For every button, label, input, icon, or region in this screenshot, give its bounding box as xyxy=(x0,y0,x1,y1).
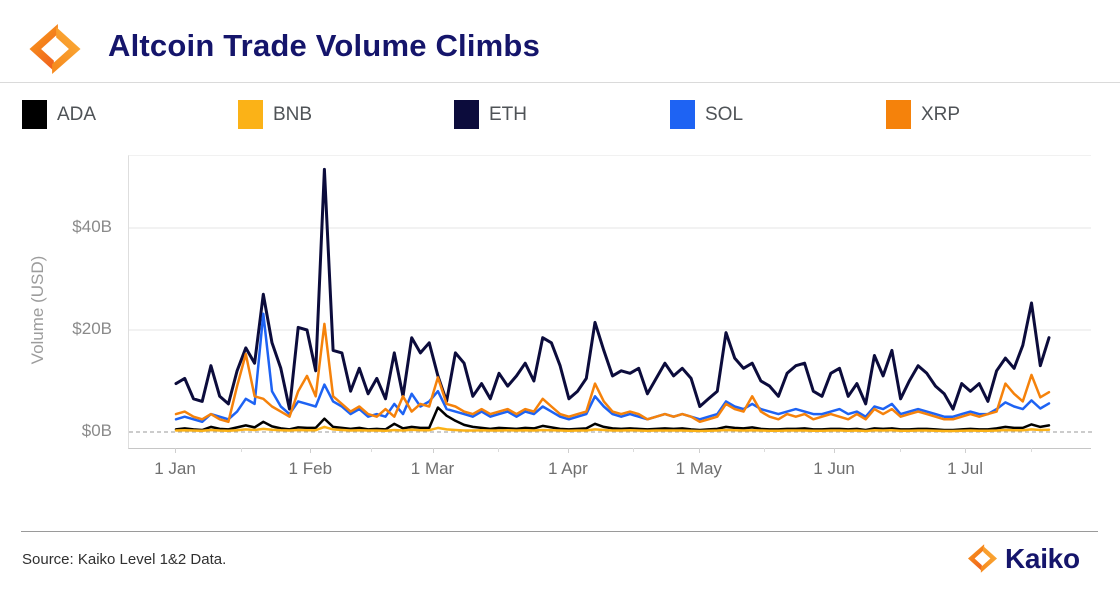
x-minor-tick xyxy=(240,448,242,452)
x-minor-tick xyxy=(371,448,373,452)
series-line-xrp xyxy=(174,322,1051,424)
legend-item-bnb: BNB xyxy=(238,99,454,129)
legend-swatch-eth xyxy=(454,99,479,129)
kaiko-logo-icon xyxy=(26,20,84,78)
legend-label: XRP xyxy=(921,103,961,125)
x-tick-label: 1 Feb xyxy=(288,459,333,478)
x-minor-tick xyxy=(764,448,766,452)
legend-label: ETH xyxy=(489,103,527,125)
top-divider xyxy=(0,82,1120,83)
y-tick-label-0: $0B xyxy=(81,421,112,440)
y-axis-title: Volume (USD) xyxy=(28,255,47,365)
chart-svg xyxy=(129,167,1095,433)
legend-label: BNB xyxy=(273,103,313,125)
legend-swatch-xrp xyxy=(886,99,911,129)
series-line-eth xyxy=(174,167,1051,411)
x-tick-mark xyxy=(965,448,967,453)
x-tick-mark xyxy=(175,448,176,453)
x-tick-mark xyxy=(834,448,836,453)
bottom-divider xyxy=(21,531,1098,532)
series-line-bnb xyxy=(174,425,1051,433)
x-axis: 1 Jan 1 Feb 1 Mar 1 Apr 1 May 1 Jun 1 Jul xyxy=(128,448,1096,493)
chart-legend: ADA BNB ETH SOL XRP xyxy=(22,99,1102,129)
y-tick-label-40: $40B xyxy=(72,217,112,236)
page-title: Altcoin Trade Volume Climbs xyxy=(108,28,541,63)
series-line-ada xyxy=(174,406,1051,432)
x-minor-tick xyxy=(498,448,499,452)
x-tick-label: 1 Mar xyxy=(410,459,455,478)
series-line-sol xyxy=(174,312,1051,424)
footer-brand: Kaiko xyxy=(966,542,1080,575)
brand-wordmark: Kaiko xyxy=(1005,542,1080,574)
chart-area: Volume (USD) $0B $20B $40B 1 Jan 1 Feb 1 Mar… xyxy=(0,150,1120,495)
legend-label: SOL xyxy=(705,103,744,125)
x-tick-mark xyxy=(567,448,569,453)
plot-region xyxy=(128,155,1095,449)
x-tick-mark xyxy=(698,448,700,453)
legend-item-xrp: XRP xyxy=(886,99,1102,129)
x-tick-label: 1 Apr xyxy=(548,459,588,478)
x-tick-label: 1 Jul xyxy=(947,459,984,478)
x-minor-tick xyxy=(899,448,901,452)
x-tick-label: 1 Jun xyxy=(813,459,855,478)
legend-item-sol: SOL xyxy=(670,99,886,129)
source-note: Source: Kaiko Level 1&2 Data. xyxy=(22,551,227,568)
legend-label: ADA xyxy=(57,103,97,125)
legend-swatch-bnb xyxy=(238,99,263,129)
kaiko-footer-logo-icon xyxy=(967,544,998,573)
x-minor-tick xyxy=(633,448,635,452)
x-tick-mark xyxy=(310,448,312,453)
legend-swatch-sol xyxy=(670,99,695,129)
legend-item-eth: ETH xyxy=(454,99,670,129)
y-tick-label-20: $20B xyxy=(72,319,112,338)
x-tick-label: 1 May xyxy=(675,459,722,478)
legend-item-ada: ADA xyxy=(22,99,238,129)
legend-swatch-ada xyxy=(22,99,47,129)
x-tick-mark xyxy=(432,448,434,453)
x-minor-tick xyxy=(1030,448,1032,452)
x-tick-label: 1 Jan xyxy=(154,459,196,478)
